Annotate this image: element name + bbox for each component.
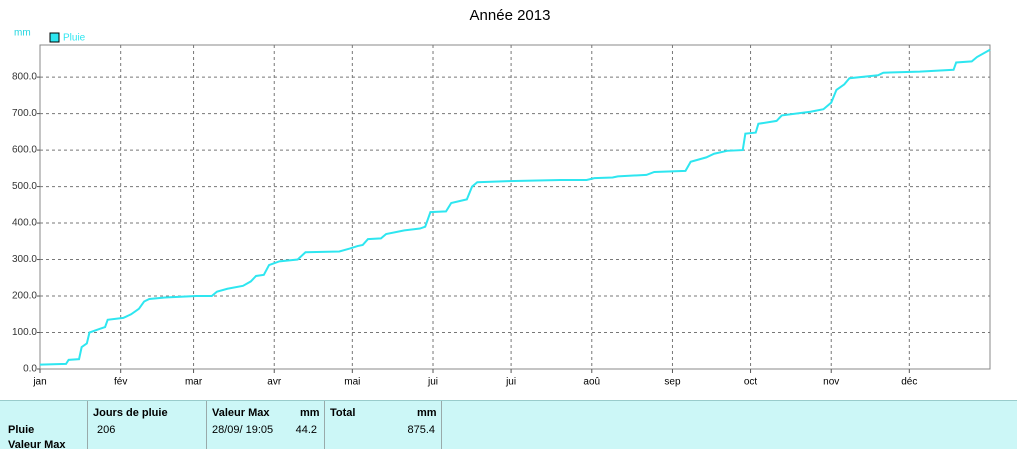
y-tick-label: 100.0	[12, 327, 37, 338]
table-header: mm	[417, 407, 437, 419]
y-axis-label: mm	[14, 28, 31, 39]
table-cell: 206	[97, 424, 116, 436]
table-header: Valeur Max	[212, 407, 270, 419]
table-cell: 875.4	[407, 424, 435, 436]
table-cell: 44.2	[295, 424, 317, 436]
y-tick-label: 300.0	[12, 254, 37, 265]
x-tick-label: sep	[664, 377, 681, 388]
table-header: Jours de pluie	[93, 407, 168, 419]
column	[325, 401, 442, 449]
legend-label: Pluie	[63, 33, 86, 44]
series-line	[39, 48, 991, 366]
chart: Année 2013 mm 0.0 100.0 200.0 300.0 400.0 500…	[12, 7, 991, 388]
y-tick-label: 400.0	[12, 218, 37, 229]
x-tick-label: jui	[427, 377, 438, 388]
x-tick-label: jan	[32, 377, 46, 388]
plot-frame	[39, 44, 991, 370]
x-tick-label: mai	[344, 377, 360, 388]
y-tick-label: 800.0	[12, 72, 37, 83]
y-tick-label: 500.0	[12, 181, 37, 192]
x-tick-label: fév	[114, 377, 127, 388]
x-tick-label: mar	[185, 377, 203, 388]
table-cell: 28/09/ 19:05	[212, 424, 274, 436]
column	[0, 401, 88, 449]
y-tick-label: 700.0	[12, 108, 37, 119]
table-header: mm	[300, 407, 320, 419]
x-tick-label: déc	[901, 377, 917, 388]
y-tick-label: 200.0	[12, 291, 37, 302]
y-tick-label: 0.0	[23, 364, 37, 375]
column	[207, 401, 325, 449]
column	[88, 401, 207, 449]
x-tick-label: aoû	[583, 377, 600, 388]
y-tick-label: 600.0	[12, 145, 37, 156]
legend-swatch	[49, 32, 60, 43]
chart-title: Année 2013	[470, 7, 551, 24]
row-label: Pluie	[8, 424, 35, 436]
x-tick-label: jui	[505, 377, 516, 388]
x-tick-label: oct	[744, 377, 758, 388]
x-tick-label: nov	[823, 377, 839, 388]
row-label: Valeur Max	[8, 439, 66, 449]
table-header: Total	[330, 407, 356, 419]
summary-table: Jours de pluie Valeur Max mm Total mm Pl…	[0, 400, 1017, 449]
x-tick-label: avr	[267, 377, 282, 388]
